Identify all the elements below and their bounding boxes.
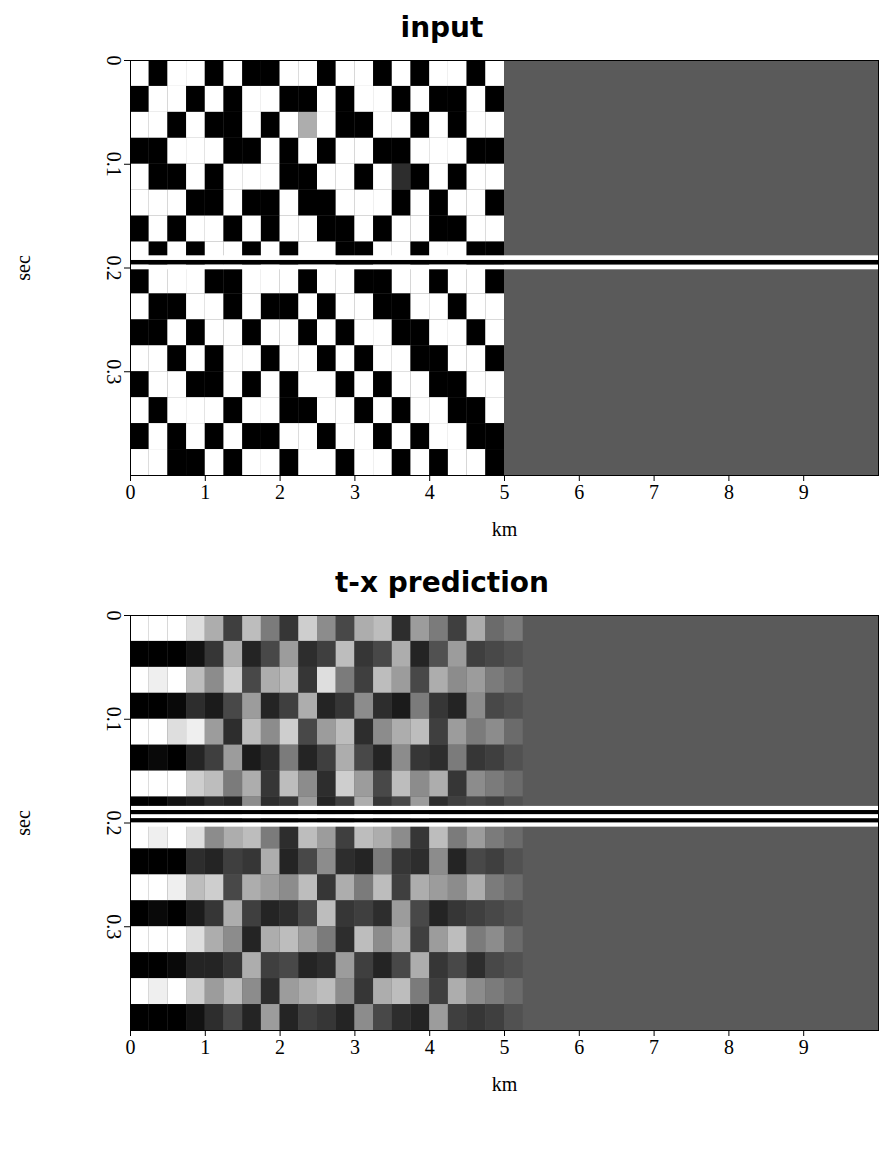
svg-text:0.3: 0.3: [103, 359, 125, 384]
svg-text:1: 1: [200, 1036, 210, 1058]
svg-text:0.1: 0.1: [103, 707, 125, 732]
svg-text:6: 6: [574, 481, 584, 503]
html-text:t-x prediction: t-x prediction: [335, 566, 549, 599]
svg-text:6: 6: [574, 1036, 584, 1058]
svg-text:3: 3: [350, 481, 360, 503]
svg-text:9: 9: [799, 481, 809, 503]
svg-text:0.2: 0.2: [103, 256, 125, 281]
html-text:input: input: [400, 11, 484, 44]
svg-text:0: 0: [126, 481, 136, 503]
svg-text:0: 0: [103, 56, 125, 66]
svg-text:9: 9: [799, 1036, 809, 1058]
svg-text:0.1: 0.1: [103, 152, 125, 177]
svg-text:3: 3: [350, 1036, 360, 1058]
svg-text:2: 2: [275, 1036, 285, 1058]
svg-text:8: 8: [724, 1036, 734, 1058]
svg-text:0: 0: [126, 1036, 136, 1058]
svg-text:1: 1: [200, 481, 210, 503]
svg-text:km: km: [492, 518, 518, 540]
svg-text:0.3: 0.3: [103, 914, 125, 939]
svg-text:4: 4: [425, 481, 435, 503]
svg-text:5: 5: [500, 1036, 510, 1058]
svg-text:2: 2: [275, 481, 285, 503]
svg-text:7: 7: [649, 481, 659, 503]
svg-text:4: 4: [425, 1036, 435, 1058]
svg-text:0.2: 0.2: [103, 811, 125, 836]
svg-text:km: km: [492, 1073, 518, 1095]
svg-text:sec: sec: [12, 810, 34, 836]
svg-text:5: 5: [500, 481, 510, 503]
svg-text:0: 0: [103, 611, 125, 621]
svg-text:sec: sec: [12, 255, 34, 281]
svg-text:8: 8: [724, 481, 734, 503]
svg-text:7: 7: [649, 1036, 659, 1058]
